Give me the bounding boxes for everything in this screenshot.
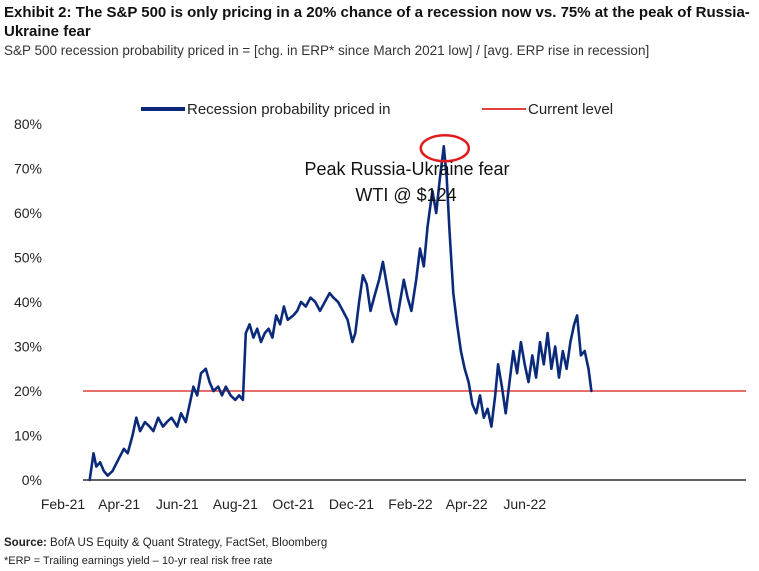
y-tick-label: 40% xyxy=(14,294,42,310)
y-tick-label: 10% xyxy=(14,428,42,444)
footnote: *ERP = Trailing earnings yield – 10-yr r… xyxy=(4,555,273,567)
annotation-wti-label: WTI @ $124 xyxy=(355,185,456,205)
legend-label-current-level: Current level xyxy=(528,101,613,118)
annotation-peak-label: Peak Russia-Ukraine fear xyxy=(304,159,509,179)
x-tick-label: Apr-21 xyxy=(98,496,140,512)
x-tick-label: Apr-22 xyxy=(446,496,488,512)
x-tick-label: Jun-21 xyxy=(156,496,199,512)
y-tick-label: 80% xyxy=(14,116,42,132)
series-line-recession-probability xyxy=(88,145,593,482)
source-text: BofA US Equity & Quant Strategy, FactSet… xyxy=(46,537,328,549)
x-tick-label: Jun-22 xyxy=(503,496,546,512)
y-tick-label: 30% xyxy=(14,339,42,355)
chart-title: Exhibit 2: The S&P 500 is only pricing i… xyxy=(4,4,750,40)
source-label: Source: xyxy=(4,537,47,549)
source-note: Source: BofA US Equity & Quant Strategy,… xyxy=(4,537,327,549)
x-tick-label: Feb-21 xyxy=(41,496,86,512)
y-tick-label: 60% xyxy=(14,205,42,221)
chart-subtitle: S&P 500 recession probability priced in … xyxy=(4,43,650,58)
x-tick-label: Dec-21 xyxy=(329,496,374,512)
x-tick-label: Feb-22 xyxy=(388,496,433,512)
peak-highlight-circle xyxy=(419,134,471,163)
x-tick-label: Oct-21 xyxy=(272,496,314,512)
y-tick-label: 0% xyxy=(22,472,42,488)
y-tick-label: 50% xyxy=(14,250,42,266)
y-tick-label: 20% xyxy=(14,383,42,399)
x-tick-label: Aug-21 xyxy=(213,496,258,512)
y-tick-label: 70% xyxy=(14,161,42,177)
legend-label-series: Recession probability priced in xyxy=(187,101,390,118)
